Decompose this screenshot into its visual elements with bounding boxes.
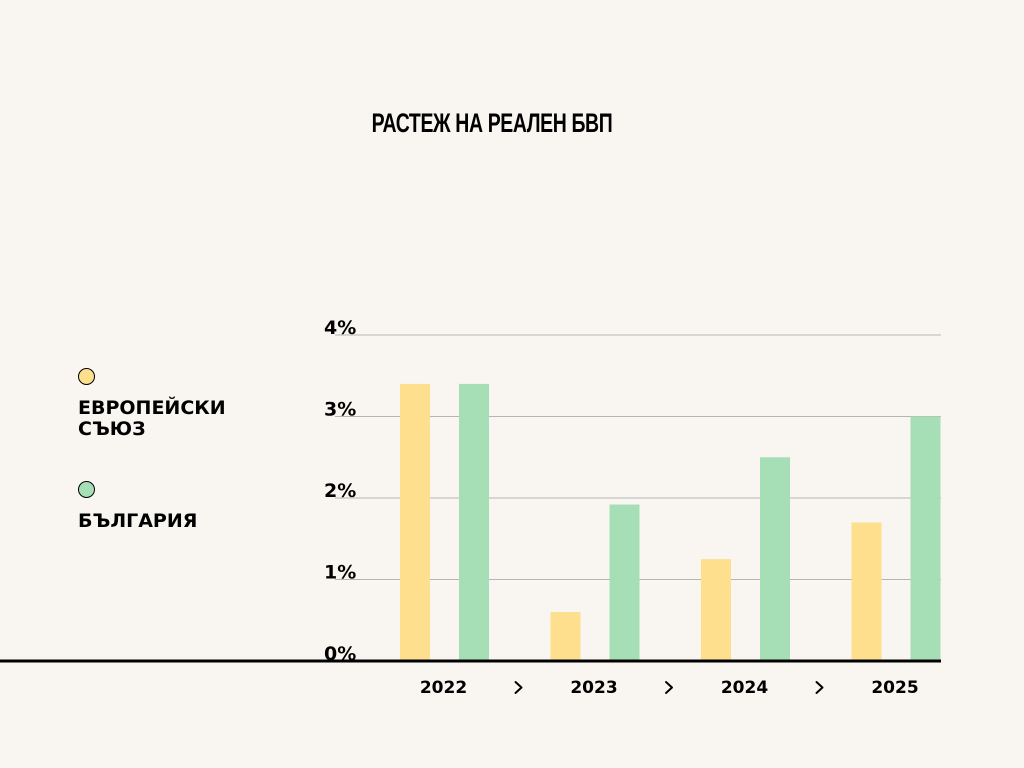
x-tick-label: 2025 (871, 678, 918, 698)
bar-eu-2024 (701, 559, 731, 661)
bar-eu-2025 (851, 522, 882, 661)
chart-title: РАСТЕЖ НА РЕАЛЕН БВП (371, 108, 613, 138)
legend-swatch-eu (78, 368, 95, 385)
legend-item-eu: ЕВРОПЕЙСКИ СЪЮЗ (78, 368, 258, 440)
x-tick-label: 2022 (420, 678, 467, 698)
legend-label-eu: ЕВРОПЕЙСКИ СЪЮЗ (78, 397, 226, 440)
x-tick-label: 2023 (570, 678, 617, 698)
chevron-right-icon (815, 681, 824, 694)
bar-eu-2023 (550, 612, 581, 661)
y-tick-label: 3% (324, 399, 356, 421)
bar-bulgaria-2025 (910, 416, 941, 661)
bar-eu-2022 (400, 383, 430, 661)
y-tick-label: 4% (324, 317, 356, 339)
y-tick-label: 2% (324, 480, 356, 502)
legend-item-bulgaria: БЪЛГАРИЯ (78, 481, 258, 532)
bar-bulgaria-2022 (459, 383, 489, 661)
chevron-right-icon (514, 681, 523, 694)
legend-swatch-bulgaria (78, 481, 95, 498)
y-tick-label: 1% (324, 562, 356, 584)
x-tick-label: 2024 (721, 678, 768, 698)
bar-bulgaria-2024 (760, 457, 790, 661)
chevron-right-icon (665, 681, 673, 694)
bar-bulgaria-2023 (609, 504, 640, 661)
legend-label-bulgaria: БЪЛГАРИЯ (78, 510, 198, 532)
